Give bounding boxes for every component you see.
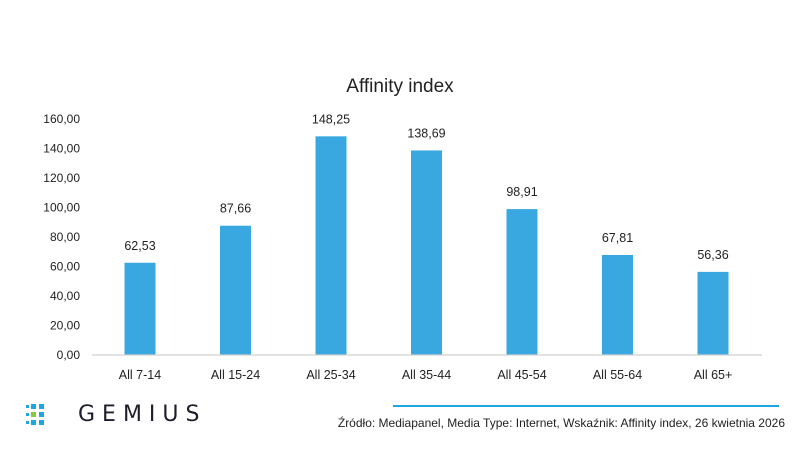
footer-rule xyxy=(393,405,779,407)
logo-dot xyxy=(39,404,44,409)
x-tick-label: All 15-24 xyxy=(211,368,260,382)
y-tick-label: 40,00 xyxy=(50,289,80,303)
logo-dot xyxy=(26,405,29,408)
logo-text: GEMIUS xyxy=(78,402,207,427)
y-tick-label: 100,00 xyxy=(43,201,80,215)
bar xyxy=(315,136,347,355)
y-tick-label: 120,00 xyxy=(43,171,80,185)
logo-dot xyxy=(31,412,36,417)
bar xyxy=(411,150,442,355)
logo-dot xyxy=(31,404,36,409)
y-tick-label: 160,00 xyxy=(43,112,80,126)
data-label: 62,53 xyxy=(124,239,155,253)
y-tick-label: 80,00 xyxy=(50,230,80,244)
chart-title: Affinity index xyxy=(346,76,454,97)
source-note: Źródło: Mediapanel, Media Type: Internet… xyxy=(337,416,785,430)
logo-dot xyxy=(26,413,29,416)
logo-dot xyxy=(39,420,44,425)
bar xyxy=(506,209,538,355)
x-tick-label: All 45-54 xyxy=(497,368,546,382)
data-label: 98,91 xyxy=(506,185,537,199)
data-label: 87,66 xyxy=(220,202,251,216)
bar xyxy=(220,225,251,355)
bar xyxy=(697,271,729,355)
y-tick-label: 20,00 xyxy=(50,319,80,333)
x-tick-label: All 35-44 xyxy=(402,368,451,382)
y-tick-label: 140,00 xyxy=(43,142,80,156)
data-label: 148,25 xyxy=(312,112,350,126)
logo-dot xyxy=(26,421,29,424)
x-tick-label: All 25-34 xyxy=(306,368,355,382)
data-label: 56,36 xyxy=(697,248,728,262)
y-tick-label: 0,00 xyxy=(57,348,81,362)
bar xyxy=(124,262,156,355)
x-tick-label: All 65+ xyxy=(694,368,733,382)
logo-dot xyxy=(39,412,44,417)
x-tick-label: All 55-64 xyxy=(593,368,642,382)
logo-dot xyxy=(31,420,36,425)
bar xyxy=(602,254,633,355)
data-label: 67,81 xyxy=(602,231,633,245)
logo-dots-icon xyxy=(26,404,44,425)
x-tick-label: All 7-14 xyxy=(119,368,161,382)
y-tick-label: 60,00 xyxy=(50,260,80,274)
data-label: 138,69 xyxy=(407,126,445,140)
bar-chart: Affinity index 0,00 20,00 40,00 60,00 80,00 1… xyxy=(43,76,762,382)
